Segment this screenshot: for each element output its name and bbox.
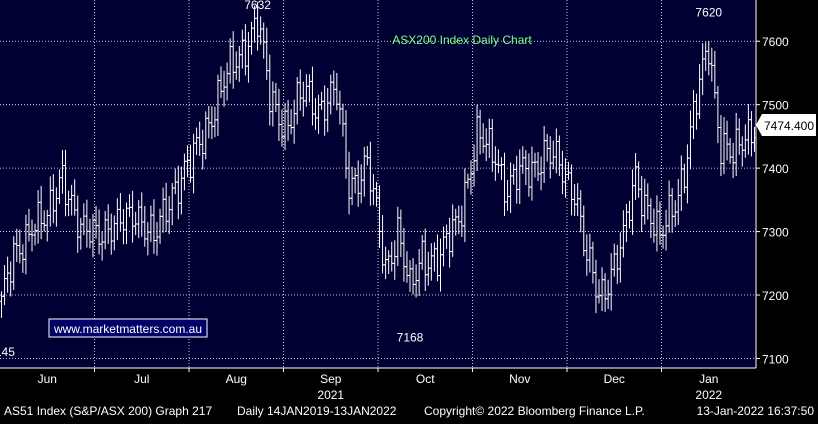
last-value-box bbox=[756, 114, 816, 136]
chart-title: ASX200 Index Daily Chart bbox=[392, 33, 532, 47]
y-tick-label: 7300 bbox=[762, 226, 789, 240]
last-value-tag: 7474.400 bbox=[756, 114, 816, 136]
watermark-text: www.marketmatters.com.au bbox=[53, 322, 202, 336]
footer-range: Daily 14JAN2019-13JAN2022 bbox=[237, 404, 397, 418]
x-month-label: Aug bbox=[226, 372, 247, 386]
x-month-label: Oct bbox=[416, 372, 435, 386]
x-year-label: 2022 bbox=[695, 388, 722, 402]
x-month-label: Sep bbox=[320, 372, 342, 386]
x-month-label: Jun bbox=[38, 372, 57, 386]
y-tick-label: 7200 bbox=[762, 289, 789, 303]
annotation-label: 7632 bbox=[244, 0, 271, 12]
annotation-label: 7620 bbox=[695, 6, 722, 20]
y-tick-label: 7100 bbox=[762, 352, 789, 366]
x-year-label: 2021 bbox=[317, 388, 344, 402]
x-axis: Jun Jul Aug Sep Oct Nov Dec Jan 2021 2022 bbox=[0, 367, 756, 402]
x-month-label: Jan bbox=[699, 372, 718, 386]
last-value: 7474.400 bbox=[764, 119, 814, 133]
grid-lines bbox=[0, 0, 756, 368]
footer-security: AS51 Index (S&P/ASX 200) Graph 217 bbox=[4, 404, 212, 418]
watermark: www.marketmatters.com.au bbox=[48, 318, 208, 338]
y-axis: 7100 7200 7300 7400 7500 7600 bbox=[755, 0, 789, 368]
y-tick-label: 7400 bbox=[762, 162, 789, 176]
y-tick-label: 7600 bbox=[762, 35, 789, 49]
x-month-label: Jul bbox=[134, 372, 149, 386]
footer-copyright: Copyright© 2022 Bloomberg Finance L.P. bbox=[424, 404, 645, 418]
x-month-label: Nov bbox=[509, 372, 530, 386]
annotation-label: 7145 bbox=[0, 345, 15, 359]
annotation-label: 7168 bbox=[397, 330, 424, 344]
watermark-box bbox=[48, 318, 208, 338]
x-month-label: Dec bbox=[604, 372, 625, 386]
footer-timestamp: 13-Jan-2022 16:37:50 bbox=[697, 404, 815, 418]
footer: AS51 Index (S&P/ASX 200) Graph 217 Daily… bbox=[4, 404, 814, 418]
y-tick-label: 7500 bbox=[762, 99, 789, 113]
price-bars bbox=[0, 1, 757, 318]
annotations: 7632 7145 7620 7168 bbox=[0, 0, 722, 359]
